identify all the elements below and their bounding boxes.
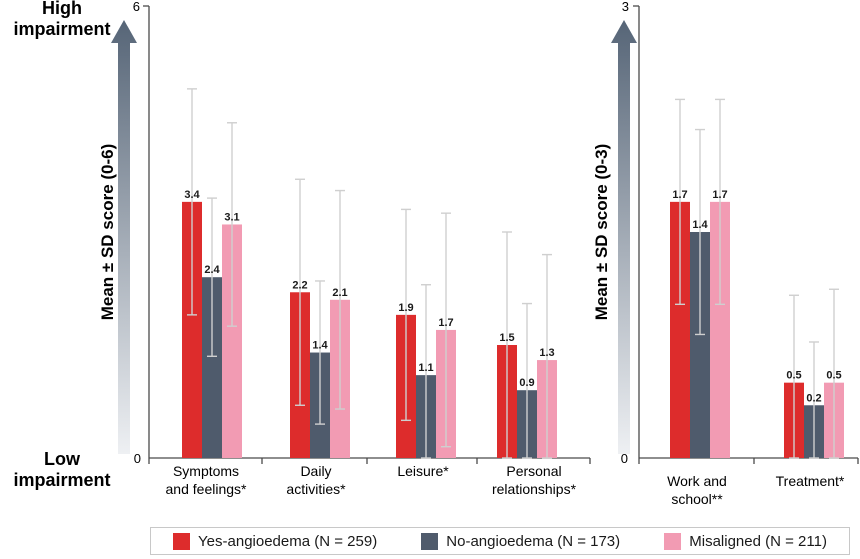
right-y-tick-zero: 0 (621, 451, 628, 466)
legend-swatch-mis (664, 532, 682, 550)
error-bar-yes-p1-c1 (789, 294, 799, 459)
error-bar-yes-p0-c2 (401, 208, 411, 422)
low-impairment-label-line2: impairment (13, 470, 110, 490)
error-bar-no-p0-c1 (315, 280, 325, 425)
data-label-no-p0-c3: 0.9 (519, 377, 534, 389)
data-label-yes-p1-c1: 0.5 (786, 370, 801, 382)
left-y-axis-title: Mean ± SD score (0-6) (98, 144, 117, 321)
data-label-mis-p1-c0: 1.7 (712, 189, 727, 201)
error-bar-yes-p0-c1 (295, 178, 305, 406)
data-label-no-p1-c0: 1.4 (692, 219, 708, 231)
right-y-tick-top: 3 (622, 0, 629, 14)
category-label-work-line2: school** (671, 491, 723, 507)
category-label-treatment: Treatment* (776, 473, 845, 489)
legend-item-no: No-angioedema (N = 173) (421, 532, 621, 550)
data-label-mis-p0-c0: 3.1 (224, 211, 239, 223)
legend-label-no: No-angioedema (N = 173) (446, 532, 621, 550)
error-bar-mis-p1-c0 (715, 98, 725, 306)
data-label-mis-p0-c1: 2.1 (332, 287, 347, 299)
legend: Yes-angioedema (N = 259) No-angioedema (… (150, 527, 850, 555)
data-label-no-p0-c2: 1.1 (418, 362, 433, 374)
error-bar-yes-p1-c0 (675, 98, 685, 306)
error-bar-mis-p0-c1 (335, 189, 345, 410)
legend-swatch-yes (173, 532, 191, 550)
right-y-axis-title: Mean ± SD score (0-3) (592, 144, 611, 321)
left-y-tick-zero: 0 (134, 451, 141, 466)
legend-item-yes: Yes-angioedema (N = 259) (173, 532, 378, 550)
error-bar-no-p0-c2 (421, 284, 431, 459)
data-label-yes-p1-c0: 1.7 (672, 189, 687, 201)
error-bar-mis-p0-c2 (441, 212, 451, 448)
category-label-personal-line1: Personal (506, 463, 561, 479)
bar-no-p1-c0 (690, 232, 710, 458)
legend-label-yes: Yes-angioedema (N = 259) (198, 532, 378, 550)
error-bar-yes-p0-c3 (502, 231, 512, 459)
category-label-daily-line1: Daily (300, 463, 331, 479)
category-label-symptoms-line2: and feelings* (166, 481, 248, 497)
error-bar-mis-p1-c1 (829, 288, 839, 459)
low-impairment-label-line1: Low (44, 449, 81, 469)
data-label-no-p0-c0: 2.4 (204, 264, 220, 276)
error-bar-no-p0-c3 (522, 302, 532, 459)
bar-yes-p1-c0 (670, 201, 690, 458)
legend-label-mis: Misaligned (N = 211) (689, 532, 827, 550)
category-label-work-line1: Work and (667, 473, 727, 489)
legend-swatch-no (421, 532, 439, 550)
error-bar-yes-p0-c0 (187, 88, 197, 316)
error-bar-mis-p0-c0 (227, 122, 237, 327)
bar-yes-p0-c0 (182, 201, 202, 458)
left-gradient-arrow (111, 20, 137, 454)
left-y-tick-top: 6 (133, 0, 140, 14)
bar-mis-p0-c0 (222, 224, 242, 458)
error-bar-no-p1-c1 (809, 341, 819, 459)
data-label-yes-p0-c0: 3.4 (184, 189, 200, 201)
data-label-yes-p0-c1: 2.2 (292, 279, 307, 291)
data-label-yes-p0-c3: 1.5 (499, 332, 514, 344)
data-label-yes-p0-c2: 1.9 (398, 302, 413, 314)
category-label-personal-line2: relationships* (492, 481, 577, 497)
category-label-daily-line2: activities* (286, 481, 346, 497)
bar-no-p0-c0 (202, 277, 222, 458)
right-gradient-arrow (611, 20, 637, 454)
data-label-no-p0-c1: 1.4 (312, 340, 328, 352)
data-label-mis-p0-c3: 1.3 (539, 347, 554, 359)
high-impairment-label-line1: High (42, 0, 82, 18)
bars-layer: 3.4 2.4 3.1 2.2 1.4 2.1 1.9 1.1 1.7 1.5 0.9 1.3 1.7 1… (182, 88, 844, 459)
error-bar-no-p0-c0 (207, 197, 217, 357)
category-label-leisure: Leisure* (397, 463, 449, 479)
high-impairment-label-line2: impairment (13, 19, 110, 39)
data-label-mis-p1-c1: 0.5 (826, 370, 841, 382)
error-bar-no-p1-c0 (695, 128, 705, 336)
legend-item-mis: Misaligned (N = 211) (664, 532, 827, 550)
data-label-no-p1-c1: 0.2 (806, 392, 821, 404)
bar-mis-p1-c0 (710, 201, 730, 458)
category-label-symptoms-line1: Symptoms (173, 463, 239, 479)
data-label-mis-p0-c2: 1.7 (438, 317, 453, 329)
error-bar-mis-p0-c3 (542, 253, 552, 459)
chart: High impairment Low impairment Mean ± SD… (13, 0, 859, 507)
